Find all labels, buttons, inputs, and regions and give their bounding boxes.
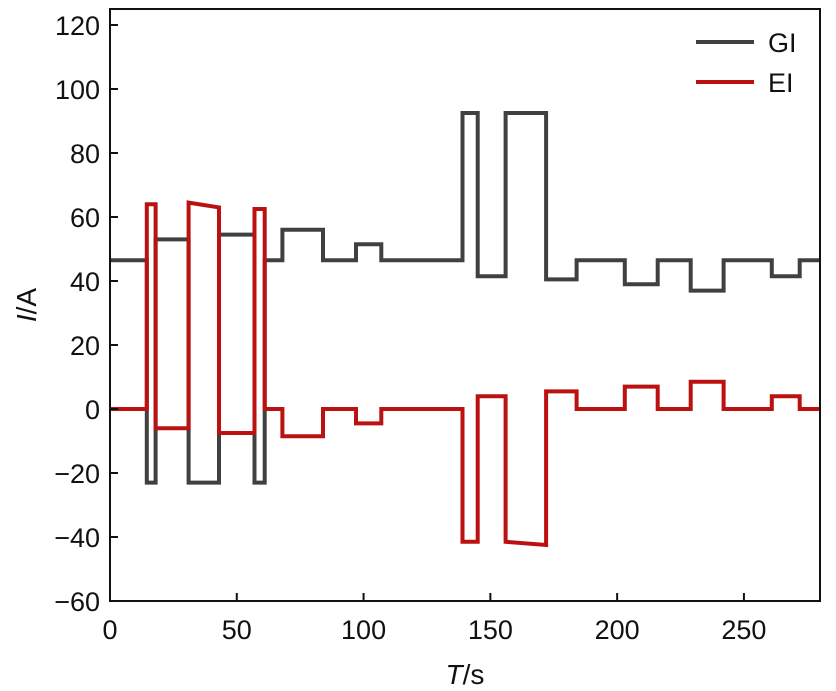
y-tick-label: 40	[70, 267, 100, 297]
y-tick-label: 120	[55, 11, 100, 41]
x-tick-label: 50	[222, 615, 252, 645]
y-tick-label: −20	[54, 459, 100, 489]
ticks-layer: 0 50 100 150 200 250 −60 −40 −20 0 20 40 60 80 100 120	[54, 11, 766, 645]
legend-label-gi: GI	[768, 28, 797, 58]
y-axis-label: I/A	[11, 288, 42, 323]
series-line-ei	[110, 200, 820, 548]
y-tick-label: 100	[55, 75, 100, 105]
y-tick-label: 20	[70, 331, 100, 361]
series-layer	[110, 111, 820, 548]
x-tick-label: 150	[468, 615, 513, 645]
legend: GI EI	[696, 28, 797, 98]
y-tick-label: 0	[85, 395, 100, 425]
x-tick-label: 200	[595, 615, 640, 645]
y-tick-label: −60	[54, 587, 100, 617]
x-tick-label: 250	[721, 615, 766, 645]
x-tick-label: 100	[341, 615, 386, 645]
y-tick-label: −40	[54, 523, 100, 553]
x-axis-label: T/s	[446, 659, 485, 690]
legend-label-ei: EI	[768, 68, 794, 98]
y-tick-label: 80	[70, 139, 100, 169]
x-tick-label: 0	[102, 615, 117, 645]
series-line-gi	[110, 111, 820, 485]
y-tick-label: 60	[70, 203, 100, 233]
plot-frame	[109, 8, 821, 602]
